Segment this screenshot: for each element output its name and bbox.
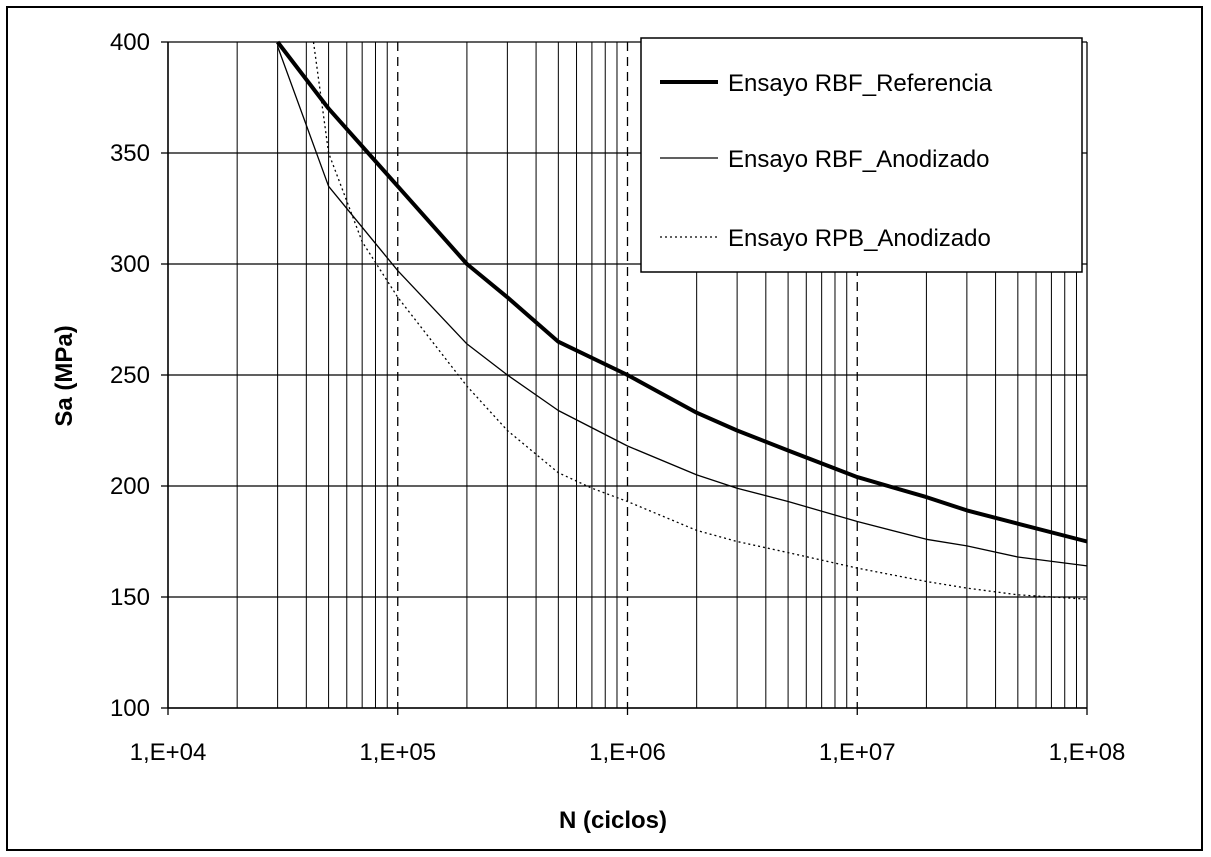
x-tick-label: 1,E+07 [819,739,896,766]
y-tick-label: 350 [110,140,150,167]
y-tick-label: 400 [110,29,150,56]
axes [161,41,1088,715]
legend-entry: Ensayo RBF_Referencia [660,70,993,97]
legend-label: Ensayo RBF_Referencia [728,70,993,97]
y-tick-labels: 100 150 200 250 300 350 400 [110,29,150,722]
legend-entry: Ensayo RBF_Anodizado [660,146,990,173]
legend: Ensayo RBF_Referencia Ensayo RBF_Anodiza… [640,37,1083,273]
x-tick-label: 1,E+06 [589,739,666,766]
y-tick-label: 250 [110,362,150,389]
series-line [276,46,1088,567]
x-tick-label: 1,E+04 [130,739,207,766]
x-axis-title: N (ciclos) [559,807,667,834]
x-tick-labels: 1,E+04 1,E+05 1,E+06 1,E+07 1,E+08 [130,739,1126,766]
series-lines [276,40,1088,600]
y-tick-label: 100 [110,695,150,722]
y-tick-label: 150 [110,584,150,611]
series-line [312,41,1088,600]
y-axis-title: Sa (MPa) [51,325,78,426]
series-line [276,40,1088,544]
legend-label: Ensayo RPB_Anodizado [728,225,991,252]
y-tick-label: 300 [110,251,150,278]
legend-entry: Ensayo RPB_Anodizado [660,225,991,252]
x-tick-label: 1,E+05 [359,739,436,766]
legend-label: Ensayo RBF_Anodizado [728,146,990,173]
legend-box [640,37,1083,273]
y-tick-label: 200 [110,473,150,500]
x-tick-label: 1,E+08 [1049,739,1126,766]
